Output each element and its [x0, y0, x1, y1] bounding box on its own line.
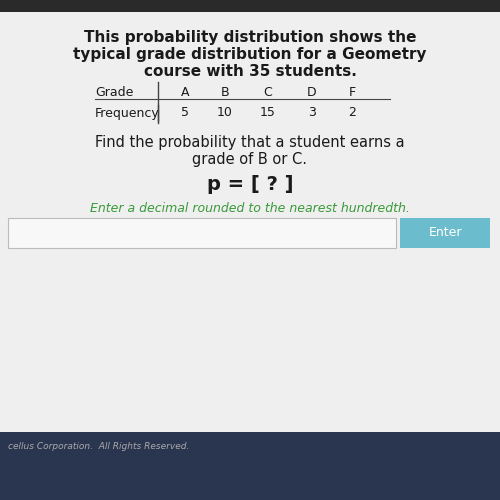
- Text: C: C: [264, 86, 272, 98]
- Text: 2: 2: [348, 106, 356, 120]
- Text: A: A: [181, 86, 189, 98]
- Text: typical grade distribution for a Geometry: typical grade distribution for a Geometr…: [73, 47, 427, 62]
- Text: Frequency: Frequency: [95, 106, 160, 120]
- Text: This probability distribution shows the: This probability distribution shows the: [84, 30, 416, 45]
- Bar: [0, 432, 500, 500]
- Text: 3: 3: [308, 106, 316, 120]
- Text: course with 35 students.: course with 35 students.: [144, 64, 356, 79]
- Text: grade of B or C.: grade of B or C.: [192, 152, 308, 167]
- Text: Grade: Grade: [95, 86, 134, 98]
- Bar: [400, 218, 490, 248]
- Text: 5: 5: [181, 106, 189, 120]
- Bar: [0, 12, 500, 432]
- Text: D: D: [307, 86, 317, 98]
- Bar: [0, 0, 500, 12]
- Text: p = [ ? ]: p = [ ? ]: [207, 175, 293, 194]
- Text: Find the probability that a student earns a: Find the probability that a student earn…: [95, 135, 405, 150]
- Text: Enter: Enter: [428, 226, 462, 239]
- Text: B: B: [220, 86, 230, 98]
- Text: Enter a decimal rounded to the nearest hundredth.: Enter a decimal rounded to the nearest h…: [90, 202, 410, 215]
- Bar: [8, 218, 396, 248]
- Text: cellus Corporation.  All Rights Reserved.: cellus Corporation. All Rights Reserved.: [8, 442, 190, 451]
- Text: F: F: [348, 86, 356, 98]
- Text: 10: 10: [217, 106, 233, 120]
- Text: 15: 15: [260, 106, 276, 120]
